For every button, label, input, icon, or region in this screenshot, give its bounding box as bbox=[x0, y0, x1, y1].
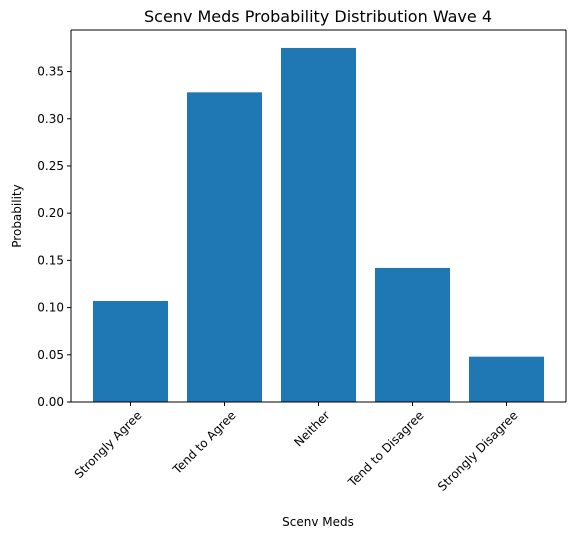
x-axis-label: Scenv Meds bbox=[282, 515, 354, 529]
y-axis-ticks: 0.00 0.05 0.10 0.15 0.20 0.25 0.30 0.35 bbox=[37, 65, 71, 409]
y-tick-label: 0.00 bbox=[37, 395, 64, 409]
y-axis-label: Probability bbox=[10, 184, 24, 247]
x-axis-ticks: Strongly Agree Tend to Agree Neither Tend t… bbox=[72, 402, 521, 494]
x-tick-label: Tend to Agree bbox=[169, 408, 238, 477]
y-tick-label: 0.20 bbox=[37, 206, 64, 220]
y-tick-label: 0.10 bbox=[37, 301, 64, 315]
y-tick-label: 0.30 bbox=[37, 112, 64, 126]
x-tick-label: Neither bbox=[291, 408, 332, 449]
bar-tend-to-disagree bbox=[375, 267, 450, 402]
bar-strongly-disagree bbox=[469, 356, 544, 402]
x-tick-label: Strongly Agree bbox=[72, 408, 145, 481]
x-tick-label: Tend to Disagree bbox=[345, 408, 427, 490]
y-tick-label: 0.15 bbox=[37, 253, 64, 267]
bar-neither bbox=[281, 47, 356, 402]
chart-title: Scenv Meds Probability Distribution Wave… bbox=[144, 7, 492, 26]
bars-group bbox=[93, 47, 544, 402]
bar-strongly-agree bbox=[93, 300, 168, 402]
y-tick-label: 0.05 bbox=[37, 348, 64, 362]
bar-tend-to-agree bbox=[187, 92, 262, 402]
y-tick-label: 0.25 bbox=[37, 159, 64, 173]
y-tick-label: 0.35 bbox=[37, 65, 64, 79]
x-tick-label: Strongly Disagree bbox=[435, 408, 521, 494]
